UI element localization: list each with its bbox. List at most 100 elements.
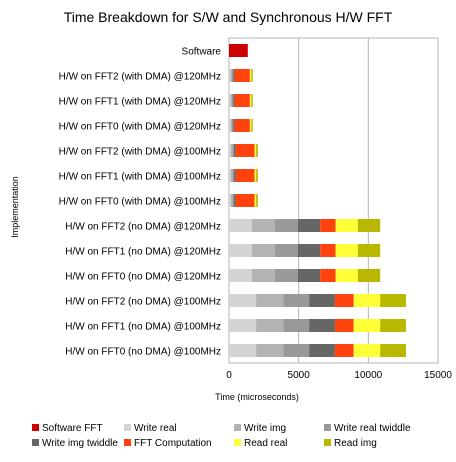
- bar-segment: [334, 319, 354, 332]
- bar-segment: [254, 144, 257, 157]
- bar-segment: [229, 94, 231, 107]
- bar-segment: [231, 119, 234, 132]
- bar-segment: [256, 319, 284, 332]
- bar-segment: [232, 169, 235, 182]
- legend-swatch: [324, 439, 331, 446]
- y-axis-label: Implementation: [10, 176, 20, 238]
- y-tick-label: H/W on FFT1 (no DMA) @120MHz: [65, 247, 221, 258]
- bar-segment: [229, 269, 252, 282]
- legend-label: Write img: [244, 423, 286, 434]
- legend-label: Software FFT: [42, 423, 103, 434]
- legend-label: Read img: [334, 438, 377, 449]
- y-tick-label: H/W on FFT1 (with DMA) @100MHz: [59, 172, 221, 183]
- chart-title: Time Breakdown for S/W and Synchronous H…: [64, 9, 393, 25]
- bar-segment: [229, 344, 257, 357]
- bar-segment: [233, 69, 235, 82]
- legend-label: FFT Computation: [134, 438, 212, 449]
- bar-segment: [334, 294, 354, 307]
- bar-segment: [234, 194, 236, 207]
- bar-segment: [229, 319, 257, 332]
- bar-segment: [251, 269, 275, 282]
- legend-swatch: [32, 439, 39, 446]
- bar-segment: [234, 69, 250, 82]
- bar-segment: [254, 169, 257, 182]
- bar-segment: [256, 344, 284, 357]
- bar-segment: [297, 269, 321, 282]
- bar-segment: [256, 144, 258, 157]
- bar-segment: [251, 69, 253, 82]
- bar-segment: [335, 219, 358, 232]
- legend-swatch: [324, 424, 331, 431]
- bar-segment: [251, 219, 275, 232]
- bar-segment: [232, 194, 235, 207]
- bar-segment: [229, 244, 252, 257]
- bar-segment: [249, 119, 252, 132]
- bar-segment: [320, 269, 336, 282]
- y-tick-label: Software: [182, 47, 222, 58]
- bar-segment: [320, 244, 336, 257]
- y-tick-label: H/W on FFT2 (no DMA) @120MHz: [65, 222, 221, 233]
- legend-label: Write img twiddle: [42, 438, 118, 449]
- bar-segment: [229, 119, 231, 132]
- bar-segment: [230, 194, 233, 207]
- bar-segment: [229, 194, 231, 207]
- bar-segment: [357, 244, 381, 257]
- plot-frame: [228, 37, 439, 364]
- bar-segment: [254, 194, 257, 207]
- bar-segment: [234, 169, 236, 182]
- legend-swatch: [124, 424, 131, 431]
- bar-segment: [230, 94, 232, 107]
- bar-segment: [229, 294, 257, 307]
- bar-segment: [274, 244, 298, 257]
- legend-label: Read real: [244, 438, 287, 449]
- legend-label: Write real twiddle: [334, 423, 411, 434]
- bar-segment: [235, 194, 255, 207]
- y-tick-label: H/W on FFT0 (with DMA) @120MHz: [59, 122, 221, 133]
- bar-segment: [309, 344, 335, 357]
- bar-segment: [230, 119, 232, 132]
- bar-segment: [353, 319, 381, 332]
- legend-swatch: [234, 439, 241, 446]
- bar-segment: [231, 69, 234, 82]
- bar-segment: [251, 94, 253, 107]
- y-tick-label: H/W on FFT1 (with DMA) @120MHz: [59, 97, 221, 108]
- y-tick-label: H/W on FFT1 (no DMA) @100MHz: [65, 322, 221, 333]
- bar-segment: [283, 319, 310, 332]
- x-axis-label: Time (microseconds): [215, 392, 299, 402]
- plot-area: 0 5000 10000 15000 Software H/W on FFT2 (with…: [59, 37, 452, 381]
- bar-segment: [274, 219, 298, 232]
- bar-segment: [335, 269, 358, 282]
- bar-segment: [249, 94, 252, 107]
- x-tick-label: 0: [226, 370, 232, 381]
- bar-segment: [309, 319, 335, 332]
- bar-segment: [297, 244, 321, 257]
- bar-segment: [234, 144, 236, 157]
- bar-segment: [230, 144, 233, 157]
- bar-segment: [256, 169, 258, 182]
- bar-segment: [229, 169, 231, 182]
- bar-segment: [380, 319, 406, 332]
- bar-segment: [229, 144, 231, 157]
- y-tick-label: H/W on FFT0 (no DMA) @120MHz: [65, 272, 221, 283]
- bar-segment: [334, 344, 354, 357]
- bar-segment: [380, 344, 406, 357]
- bar-segment: [234, 119, 250, 132]
- bar-segment: [353, 344, 381, 357]
- y-tick-label: H/W on FFT2 (with DMA) @100MHz: [59, 147, 221, 158]
- x-tick-label: 10000: [354, 370, 382, 381]
- bar-segment: [231, 94, 234, 107]
- bar-segment: [229, 219, 252, 232]
- bar-segment: [309, 294, 335, 307]
- bar-segment: [353, 294, 381, 307]
- y-tick-label: H/W on FFT0 (with DMA) @100MHz: [59, 197, 221, 208]
- legend-swatch: [234, 424, 241, 431]
- y-tick-label: H/W on FFT2 (with DMA) @120MHz: [59, 72, 221, 83]
- bar-segment: [234, 94, 250, 107]
- y-tick-label: H/W on FFT2 (no DMA) @100MHz: [65, 297, 221, 308]
- bar-segment: [233, 94, 235, 107]
- bar-segment: [235, 169, 255, 182]
- bar-segment: [357, 219, 381, 232]
- bar-segment: [232, 144, 235, 157]
- legend-swatch: [124, 439, 131, 446]
- bar-segment: [380, 294, 406, 307]
